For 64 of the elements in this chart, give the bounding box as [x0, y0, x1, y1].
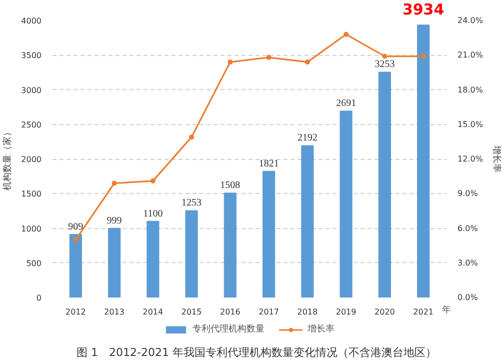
data-label: 999 — [106, 215, 122, 226]
y2-tick-label: 6.0% — [458, 224, 478, 233]
x-tick-label: 2012 — [65, 308, 86, 316]
y-tick-label: 1500 — [21, 190, 42, 199]
text: 图 1 2012-2021 年我国专利代理机构数量变化情况（不含港澳台地区） — [76, 345, 436, 361]
data-label: 909 — [68, 222, 84, 233]
point — [112, 180, 117, 186]
data-label: 1821 — [258, 158, 279, 170]
data-label: 1100 — [143, 208, 163, 220]
point — [189, 134, 194, 140]
data-label: 3253 — [374, 59, 395, 70]
y-tick-label: 500 — [26, 258, 42, 268]
bar — [185, 210, 198, 298]
bar — [340, 110, 352, 298]
y-tick-label: 3000 — [21, 86, 42, 95]
x-tick-label: 2015 — [181, 308, 202, 316]
bar — [146, 220, 160, 298]
x-tick-label: 2014 — [142, 308, 164, 316]
y-axis-title: 机构数量（家） — [2, 128, 14, 190]
legend-label: 增长率 — [308, 323, 334, 336]
x-tick-label: 2021 — [413, 308, 434, 316]
y2-axis-title: 增长率 — [490, 144, 502, 172]
y-tick-label: 4000 — [21, 16, 42, 26]
y2-tick-label: 9.0% — [458, 189, 478, 198]
y2-tick-label: 3.0% — [458, 258, 478, 268]
data-label: 2691 — [336, 98, 356, 110]
y-tick-label: 3500 — [21, 51, 42, 60]
y2-tick-label: 21.0% — [458, 50, 484, 60]
point — [73, 237, 78, 242]
x-tick-label: 2013 — [104, 308, 124, 316]
point — [420, 54, 426, 59]
point — [228, 60, 233, 65]
data-label: 1508 — [220, 180, 240, 192]
point — [150, 178, 156, 184]
bar — [378, 72, 391, 298]
y-tick-label: 2000 — [21, 155, 42, 164]
legend-label: 专利代理机构数量 — [192, 323, 264, 336]
y2-tick-label: 18.0% — [458, 85, 484, 94]
y2-tick-label: 15.0% — [458, 120, 484, 129]
y-tick-label: 0 — [36, 294, 42, 302]
x-tick-label: 2019 — [336, 308, 356, 316]
point — [304, 60, 310, 65]
point — [344, 32, 349, 37]
point — [382, 54, 388, 59]
y-tick-label: 2500 — [21, 120, 42, 130]
data-label: 2192 — [297, 132, 318, 144]
x-tick-label: 2018 — [297, 308, 318, 316]
x-tick-label: 2020 — [374, 308, 395, 316]
x-axis-title: 年 — [442, 304, 451, 316]
bar — [301, 145, 314, 298]
y2-tick-label: 0.0% — [458, 293, 478, 302]
point — [266, 54, 272, 60]
y2-tick-label: 12.0% — [458, 154, 484, 164]
bar — [262, 170, 276, 298]
bar — [69, 234, 82, 298]
y2-tick-label: 24.0% — [458, 16, 484, 25]
bar — [108, 228, 121, 298]
x-tick-label: 2017 — [258, 308, 279, 316]
data-label: 1253 — [182, 198, 202, 209]
x-tick-label: 2016 — [220, 308, 240, 316]
y-tick-label: 1000 — [21, 224, 42, 234]
data-label: 3934 — [402, 0, 444, 18]
bar — [224, 192, 236, 298]
bar — [417, 24, 430, 298]
